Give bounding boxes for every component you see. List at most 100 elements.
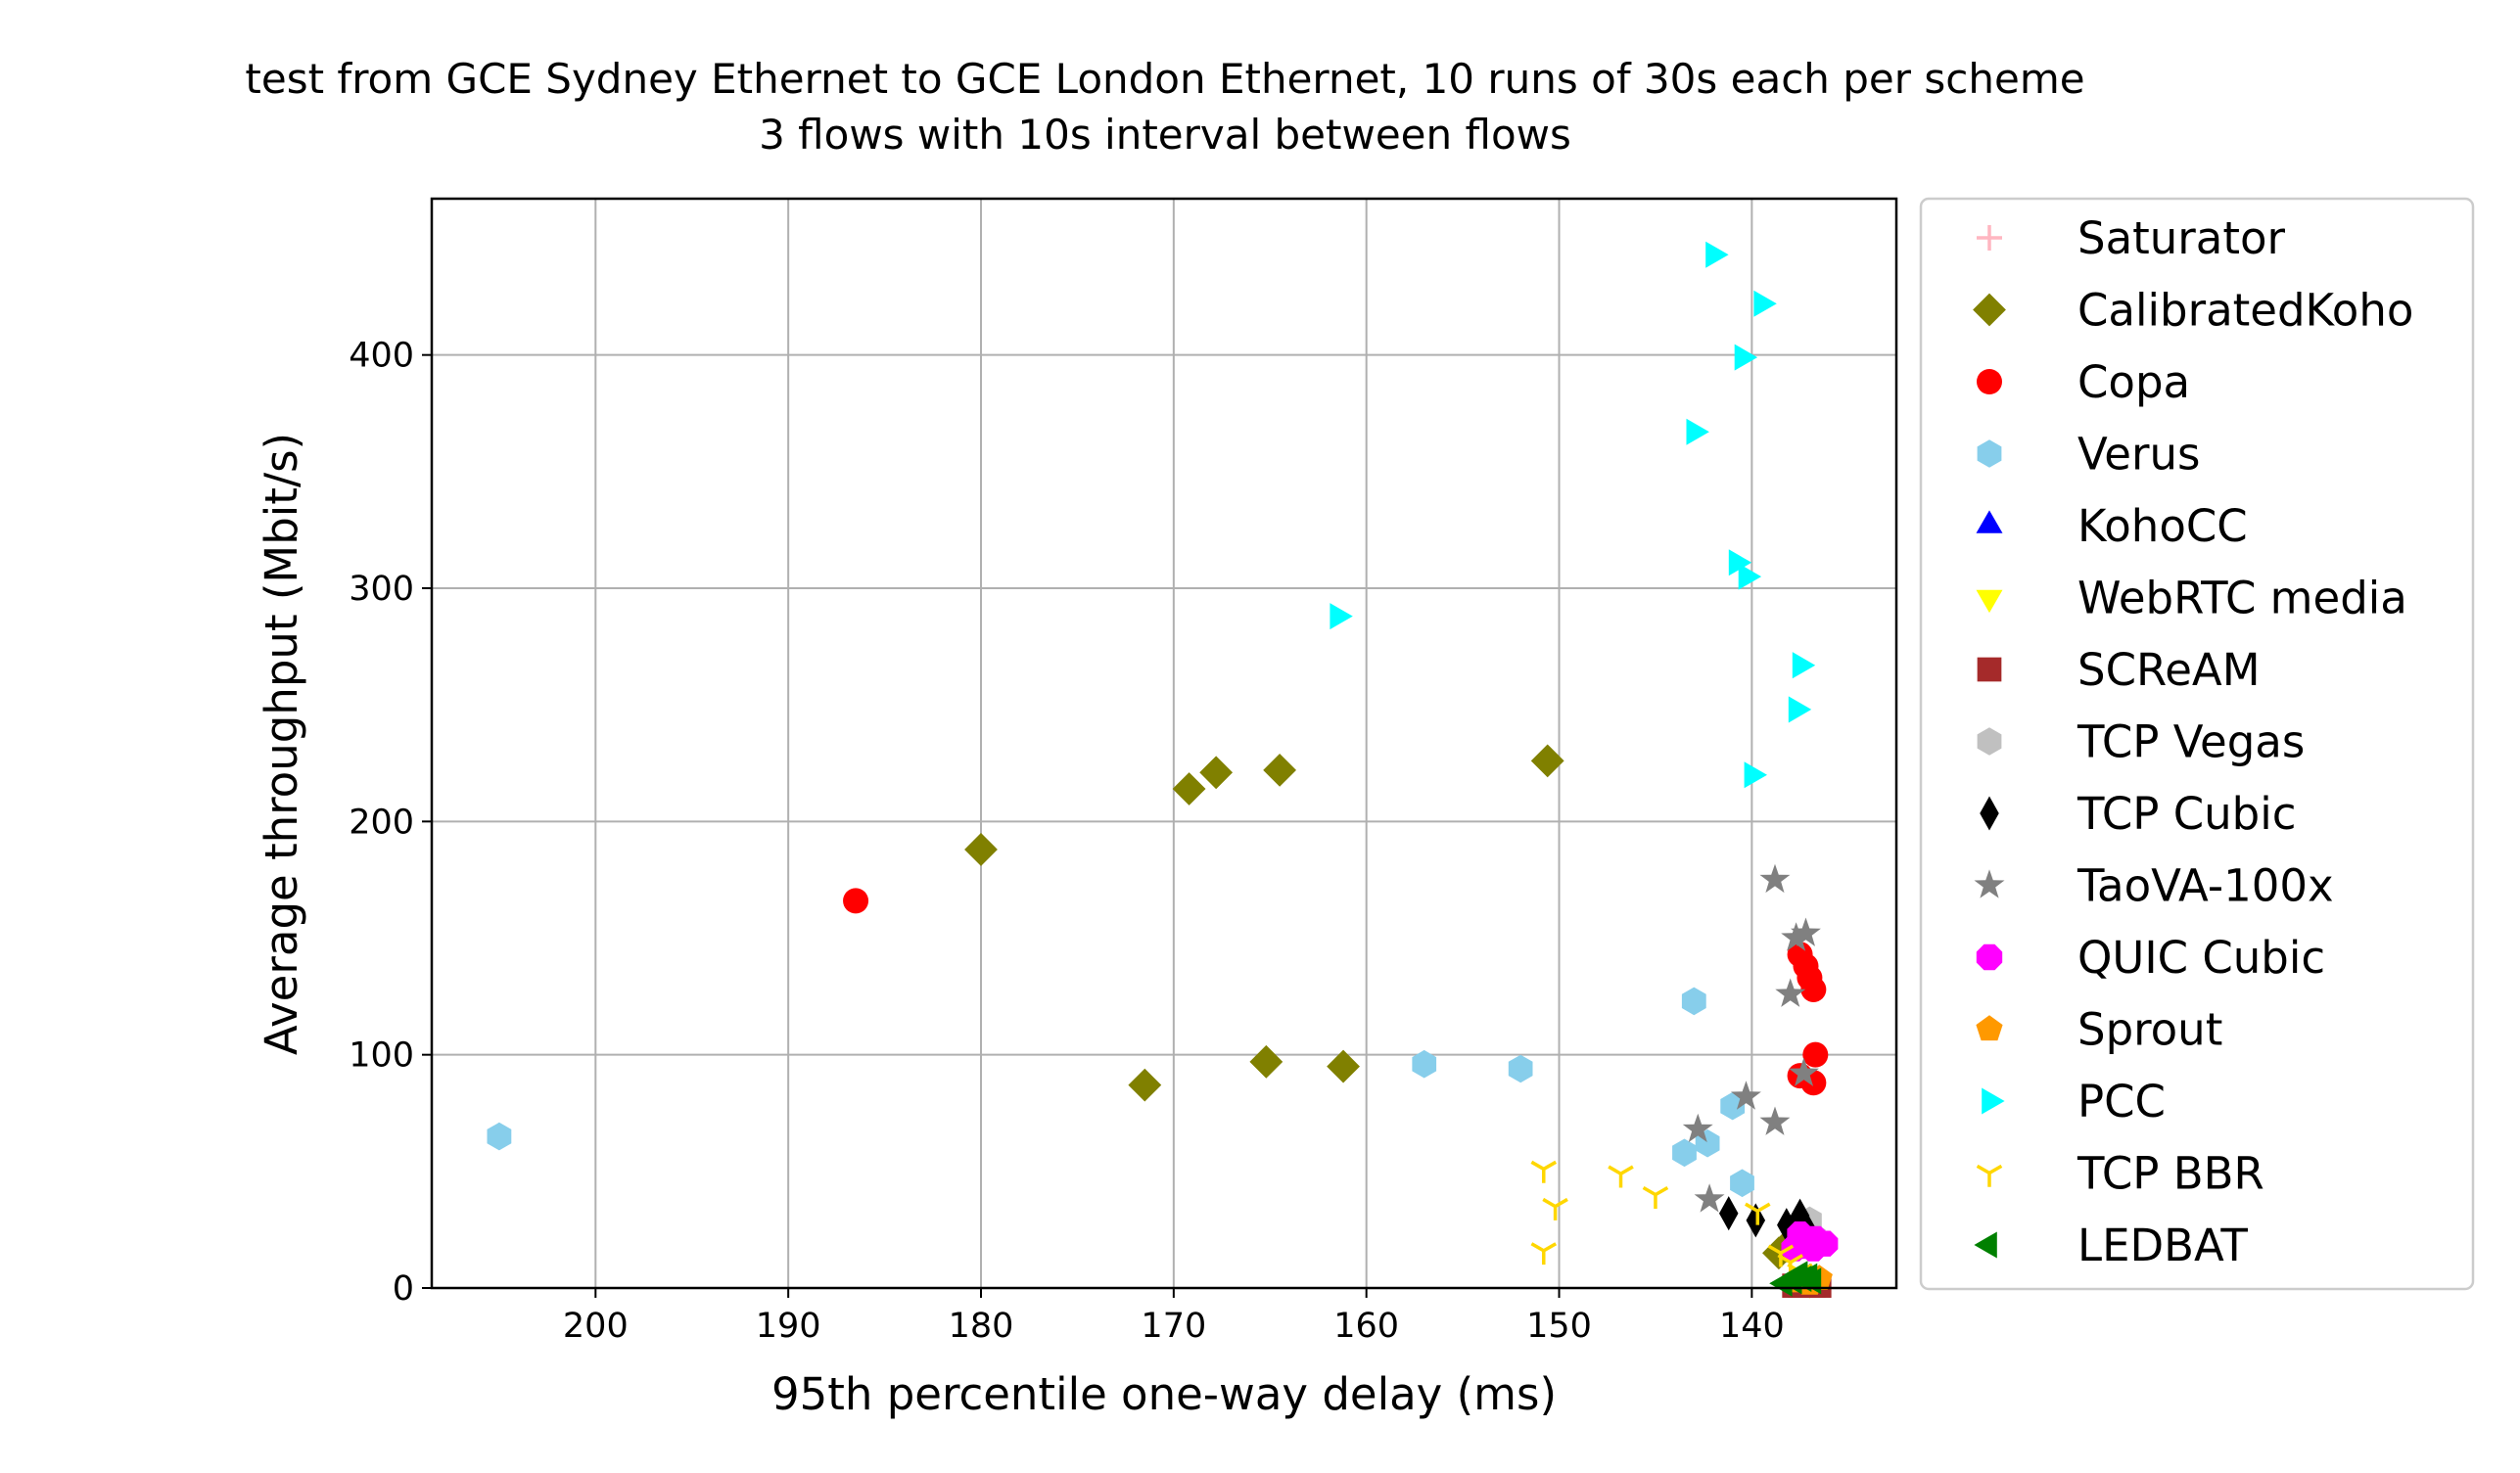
point-tcp-bbr [1530, 1160, 1558, 1183]
point-taova-100x [1682, 1113, 1713, 1143]
legend-label-ledbat: LEDBAT [2077, 1220, 2248, 1271]
point-pcc [1728, 549, 1752, 576]
point-pcc [1738, 563, 1762, 590]
legend-label-quic-cubic: QUIC Cubic [2077, 932, 2325, 984]
legend-label-tcp-vegas: TCP Vegas [2077, 716, 2305, 768]
point-calibratedkoho [964, 833, 998, 866]
point-pcc [1744, 761, 1767, 789]
legend-marker-saturator [1977, 225, 2002, 251]
plot-area-frame [430, 197, 1898, 1290]
legend-label-scream: SCReAM [2077, 644, 2261, 696]
point-quic-cubic [1800, 1235, 1827, 1262]
y-tick-label: 300 [349, 570, 414, 609]
point-calibratedkoho [1327, 1049, 1360, 1083]
point-taova-100x [1789, 1057, 1819, 1086]
legend: Saturator CalibratedKoho Copa Verus KohoCC We… [1919, 197, 2475, 1291]
point-calibratedkoho [1263, 754, 1297, 787]
point-copa [1802, 1041, 1829, 1068]
point-calibratedkoho [1249, 1044, 1283, 1079]
point-pcc [1753, 290, 1777, 317]
point-tcp-bbr [1642, 1186, 1669, 1209]
chart-title-line-1: test from GCE Sydney Ethernet to GCE Lon… [245, 55, 2084, 103]
legend-label-verus: Verus [2077, 429, 2200, 481]
x-tick-label: 180 [949, 1307, 1014, 1346]
legend-label-copa: Copa [2077, 356, 2190, 408]
legend-marker-kohocc [1976, 510, 2003, 533]
legend-marker-taova-100x [1974, 869, 2005, 898]
point-pcc [1686, 418, 1709, 445]
legend-frame [1919, 197, 2475, 1291]
legend-label-sprout: Sprout [2077, 1004, 2222, 1056]
legend-label-tcp-bbr: TCP BBR [2077, 1148, 2264, 1200]
legend-marker-copa [1977, 369, 2002, 394]
point-tcp-bbr [1530, 1242, 1558, 1266]
point-taova-100x [1781, 922, 1812, 951]
point-tcp-bbr [1608, 1165, 1634, 1188]
point-pcc [1734, 344, 1758, 371]
point-ledbat [1785, 1261, 1808, 1288]
y-tick-label: 0 [393, 1269, 414, 1309]
legend-label-calibratedkoho: CalibratedKoho [2077, 285, 2413, 337]
point-taova-100x [1791, 917, 1821, 946]
legend-marker-sprout [1976, 1015, 2003, 1041]
x-tick-label: 140 [1719, 1307, 1785, 1346]
y-axis-label: Average throughput (Mbit/s) [256, 433, 307, 1055]
point-verus [1681, 987, 1706, 1016]
point-verus [487, 1122, 512, 1151]
point-verus [1412, 1049, 1437, 1079]
y-tick-label: 200 [349, 803, 414, 842]
legend-marker-calibratedkoho [1973, 293, 2006, 327]
legend-label-kohocc: KohoCC [2077, 500, 2248, 552]
chart-title-line-2: 3 flows with 10s interval between flows [759, 111, 1571, 159]
legend-marker-scream [1977, 657, 2002, 682]
point-taova-100x [1731, 1081, 1761, 1110]
point-verus [1672, 1138, 1697, 1168]
x-tick-label: 150 [1526, 1307, 1592, 1346]
legend-marker-pcc [1982, 1087, 2005, 1115]
point-calibratedkoho [1530, 744, 1564, 778]
point-calibratedkoho [1172, 772, 1206, 806]
point-verus [1508, 1054, 1533, 1083]
point-pcc [1788, 696, 1812, 723]
x-axis-label: 95th percentile one-way delay (ms) [771, 1368, 1557, 1420]
x-tick-label: 170 [1141, 1307, 1206, 1346]
point-taova-100x [1775, 978, 1806, 1007]
legend-label-webrtc-media: WebRTC media [2077, 573, 2407, 624]
point-taova-100x [1759, 1106, 1791, 1135]
legend-label-pcc: PCC [2077, 1076, 2166, 1128]
data-points [487, 241, 1839, 1299]
legend-marker-webrtc-media [1976, 589, 2003, 614]
y-tick-label: 100 [349, 1036, 414, 1076]
point-ledbat [1769, 1269, 1793, 1297]
legend-marker-tcp-cubic [1980, 796, 1999, 831]
point-tcp-cubic [1718, 1196, 1739, 1231]
legend-label-tcp-cubic: TCP Cubic [2077, 788, 2296, 840]
legend-marker-ledbat [1974, 1231, 1997, 1259]
point-copa [1800, 976, 1827, 1002]
point-taova-100x [1694, 1183, 1725, 1213]
legend-label-saturator: Saturator [2077, 212, 2286, 264]
legend-marker-verus [1977, 439, 2002, 468]
legend-marker-quic-cubic [1976, 944, 2003, 971]
x-tick-label: 200 [563, 1307, 629, 1346]
x-tick-label: 190 [756, 1307, 821, 1346]
axis-ticks: 200 190 180 170 160 150 140 0 100 200 300 400 [349, 337, 1785, 1346]
point-verus [1720, 1091, 1746, 1121]
point-pcc [1705, 241, 1729, 268]
x-tick-label: 160 [1333, 1307, 1399, 1346]
point-calibratedkoho [1199, 756, 1234, 790]
point-pcc [1792, 652, 1816, 679]
legend-marker-tcp-vegas [1977, 727, 2002, 756]
point-copa [843, 888, 869, 914]
point-taova-100x [1759, 863, 1791, 894]
point-tcp-bbr [1542, 1197, 1568, 1220]
legend-marker-tcp-bbr [1976, 1164, 2003, 1187]
point-calibratedkoho [1128, 1068, 1162, 1102]
y-tick-label: 400 [349, 337, 414, 376]
legend-label-taova-100x: TaoVA-100x [2077, 860, 2334, 912]
point-pcc [1330, 603, 1353, 630]
point-tcp-cubic [1746, 1203, 1766, 1238]
point-tcp-bbr [1745, 1202, 1771, 1225]
point-verus [1730, 1169, 1754, 1198]
